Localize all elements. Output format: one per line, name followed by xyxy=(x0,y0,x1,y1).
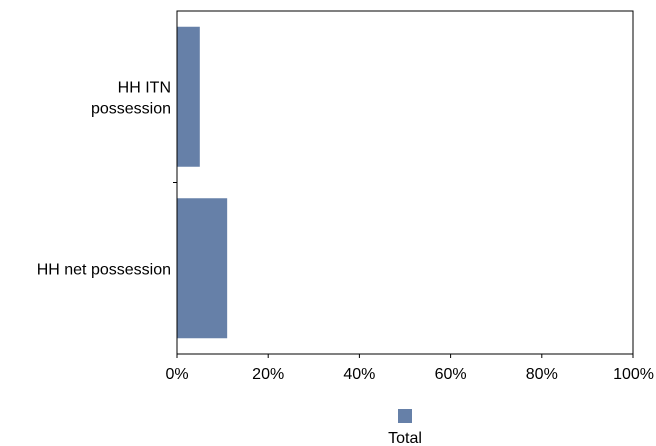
legend: Total xyxy=(388,409,422,446)
x-axis-ticks: 0% 20% 40% 60% 80% 100% xyxy=(165,354,654,383)
plot-area-frame xyxy=(176,10,634,355)
x-tick-label-0: 0% xyxy=(165,366,188,383)
category-label-0-line-1: possession xyxy=(91,100,171,117)
x-tick-label-4: 80% xyxy=(526,366,558,383)
bar-0 xyxy=(177,26,200,167)
x-tick-label-3: 60% xyxy=(435,366,467,383)
category-label-1-line-0: HH net possession xyxy=(37,261,171,278)
x-tick-label-2: 40% xyxy=(343,366,375,383)
category-labels: HH ITN possession HH net possession xyxy=(37,79,177,278)
category-label-0-line-0: HH ITN xyxy=(118,79,171,96)
x-tick-label-1: 20% xyxy=(252,366,284,383)
x-tick-label-5: 100% xyxy=(613,366,654,383)
legend-label-total: Total xyxy=(388,430,422,446)
bars-group xyxy=(177,26,228,339)
legend-swatch-total xyxy=(398,409,412,423)
bar-1 xyxy=(177,198,228,339)
